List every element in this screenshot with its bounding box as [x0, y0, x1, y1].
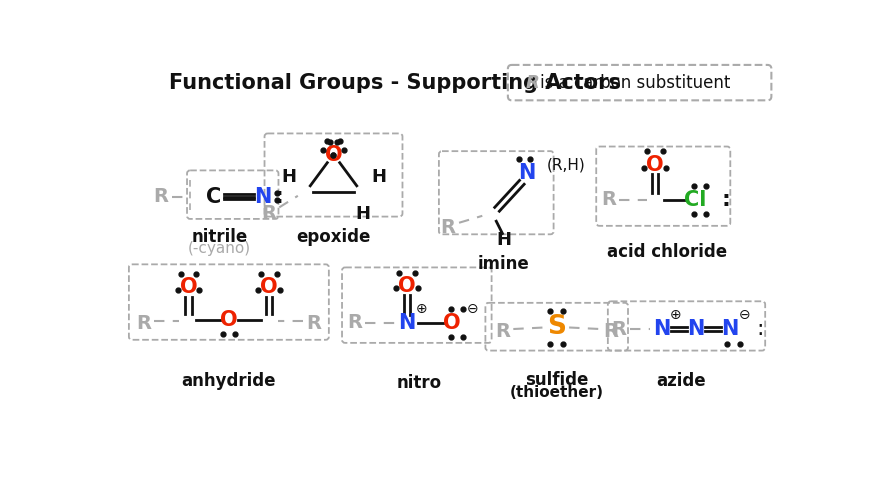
Text: N: N — [254, 186, 271, 206]
Text: O: O — [442, 313, 461, 333]
Text: H: H — [370, 168, 386, 186]
Text: N: N — [653, 319, 670, 339]
Text: :: : — [274, 186, 282, 206]
Text: R: R — [136, 314, 151, 333]
Text: N: N — [398, 313, 415, 333]
Text: anhydride: anhydride — [182, 372, 275, 390]
Text: nitrile: nitrile — [191, 228, 248, 246]
Text: R: R — [262, 204, 276, 223]
Text: :: : — [755, 319, 763, 339]
Text: O: O — [220, 310, 237, 330]
Text: N: N — [518, 163, 535, 183]
Text: R: R — [494, 322, 509, 341]
Text: O: O — [260, 277, 278, 298]
Text: R: R — [603, 322, 618, 341]
FancyBboxPatch shape — [507, 65, 771, 100]
Text: S: S — [547, 314, 566, 340]
Text: R: R — [441, 218, 455, 237]
Text: acid chloride: acid chloride — [606, 243, 726, 261]
Text: Functional Groups - Supporting Actors: Functional Groups - Supporting Actors — [169, 72, 620, 93]
Text: C: C — [205, 186, 221, 206]
Text: sulfide: sulfide — [524, 371, 587, 389]
Text: azide: azide — [655, 372, 705, 390]
Text: (R,H): (R,H) — [546, 158, 585, 173]
Text: N: N — [687, 319, 704, 339]
Text: O: O — [180, 277, 197, 298]
Text: R: R — [306, 314, 322, 333]
Text: Cl: Cl — [683, 189, 706, 210]
Text: nitro: nitro — [395, 374, 441, 392]
Text: R: R — [347, 313, 362, 332]
Text: ⊖: ⊖ — [466, 302, 477, 316]
Text: ⊕: ⊕ — [415, 302, 427, 316]
Text: ⊖: ⊖ — [738, 308, 749, 322]
Text: imine: imine — [478, 254, 529, 273]
Text: R: R — [525, 73, 539, 92]
Text: (thioether): (thioether) — [509, 385, 603, 400]
Text: :: : — [721, 189, 730, 210]
Text: (-cyano): (-cyano) — [188, 242, 251, 256]
Text: H: H — [496, 232, 511, 249]
Text: ⊕: ⊕ — [669, 308, 681, 322]
Text: epoxide: epoxide — [296, 228, 370, 246]
Text: H: H — [281, 168, 295, 186]
Text: H: H — [355, 204, 370, 223]
Text: N: N — [720, 319, 738, 339]
Text: O: O — [324, 145, 342, 165]
Text: O: O — [646, 155, 663, 175]
Text: is a carbon substituent: is a carbon substituent — [539, 73, 729, 92]
Text: O: O — [398, 276, 415, 296]
Text: R: R — [153, 187, 168, 206]
Text: R: R — [600, 190, 615, 209]
Text: R: R — [611, 319, 626, 338]
